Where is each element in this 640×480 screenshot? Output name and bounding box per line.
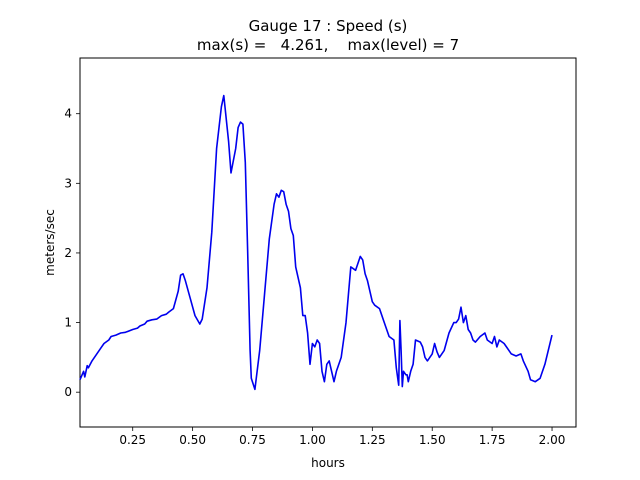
y-axis: 0 1 2 3 4 [64,107,80,399]
x-axis-label: hours [311,456,345,470]
plot-area [79,57,577,428]
x-tick-label: 1.00 [299,433,326,447]
chart-subtitle: max(s) = 4.261, max(level) = 7 [197,36,459,54]
x-tick-label: 0.50 [179,433,206,447]
y-axis-label: meters/sec [43,209,57,276]
x-tick-label: 1.50 [419,433,446,447]
x-tick-label: 1.25 [359,433,386,447]
x-tick-label: 0.75 [239,433,266,447]
plot-frame [79,57,577,428]
speed-series-line [79,94,553,391]
series-layer [79,94,553,391]
chart-title: Gauge 17 : Speed (s) [249,17,408,35]
y-tick-label: 4 [64,107,72,121]
y-tick-label: 0 [64,385,72,399]
x-tick-label: 2.00 [539,433,566,447]
y-tick-label: 3 [64,176,72,190]
y-tick-label: 1 [64,316,72,330]
y-tick-label: 2 [64,246,72,260]
x-tick-label: 1.75 [479,433,506,447]
x-tick-label: 0.25 [119,433,146,447]
x-axis: 0.25 0.50 0.75 1.00 1.25 1.50 1.75 2.00 [119,427,565,447]
